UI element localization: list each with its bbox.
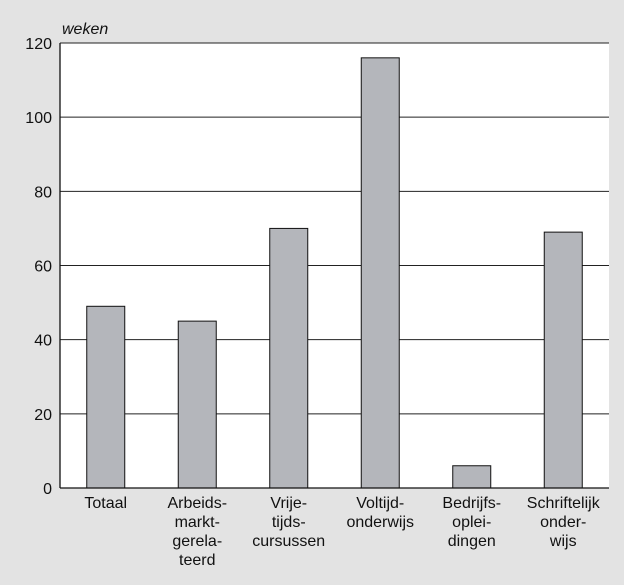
y-axis-label: weken: [62, 21, 108, 38]
x-tick-label-line: Arbeids-: [167, 495, 227, 512]
x-tick-label: Vrije-tijds-cursussen: [252, 495, 325, 550]
y-tick-label: 0: [43, 481, 52, 498]
x-tick-label-line: teerd: [179, 552, 215, 569]
x-tick-label: Bedrijfs-oplei-dingen: [442, 495, 501, 550]
x-tick-label-line: wijs: [549, 533, 577, 550]
bar: [360, 57, 400, 489]
bar: [177, 320, 217, 489]
y-tick-labels: 0 20 40 60 80 100 120: [25, 36, 52, 498]
axes: [59, 43, 609, 489]
x-tick-label-line: onderwijs: [346, 514, 414, 531]
x-tick-label: Arbeids-markt-gerela-teerd: [167, 495, 227, 569]
bar: [452, 465, 492, 489]
x-tick-label-line: Vrije-: [270, 495, 307, 512]
x-tick-label-line: Voltijd-: [356, 495, 404, 512]
x-tick-label-line: Totaal: [84, 495, 127, 512]
x-tick-label: Totaal: [84, 495, 127, 512]
x-tick-label-line: onder-: [540, 514, 586, 531]
x-tick-label-line: Schriftelijk: [527, 495, 601, 512]
x-tick-labels: Totaal Arbeids-markt-gerela-teerd Vrije-ti…: [84, 495, 600, 569]
x-tick-label-line: tijds-: [272, 514, 306, 531]
y-tick-label: 80: [34, 184, 52, 201]
y-tick-label: 40: [34, 333, 52, 350]
y-tick-label: 60: [34, 259, 52, 276]
x-tick-label-line: Bedrijfs-: [442, 495, 501, 512]
x-tick-label-line: gerela-: [172, 533, 222, 550]
bar: [543, 231, 583, 489]
y-tick-label: 20: [34, 407, 52, 424]
y-tick-label: 120: [25, 36, 52, 53]
x-tick-label-line: oplei-: [452, 514, 491, 531]
x-tick-label: Voltijd-onderwijs: [346, 495, 414, 531]
x-tick-label-line: dingen: [448, 533, 496, 550]
bar: [86, 305, 126, 489]
x-tick-label-line: markt-: [175, 514, 220, 531]
x-tick-label: Schriftelijk onder-wijs: [527, 495, 601, 550]
x-tick-label-line: cursussen: [252, 533, 325, 550]
y-tick-label: 100: [25, 110, 52, 127]
bars: [86, 57, 583, 489]
bar: [269, 227, 309, 489]
grid-lines: [60, 42, 609, 415]
